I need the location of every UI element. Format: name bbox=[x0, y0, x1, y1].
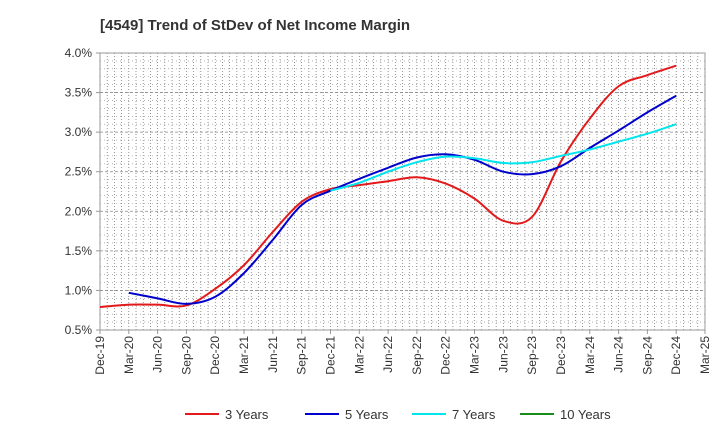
legend-label-3-years: 3 Years bbox=[225, 407, 269, 422]
x-tick-label: Sep-24 bbox=[640, 336, 654, 375]
x-tick-label: Mar-25 bbox=[698, 336, 712, 374]
x-tick-label: Mar-20 bbox=[122, 336, 136, 374]
legend-label-5-years: 5 Years bbox=[345, 407, 389, 422]
y-tick-label: 2.0% bbox=[65, 204, 93, 218]
y-tick-label: 1.5% bbox=[65, 244, 93, 258]
y-tick-label: 0.5% bbox=[65, 323, 93, 337]
legend-label-7-years: 7 Years bbox=[452, 407, 496, 422]
x-tick-label: Jun-24 bbox=[612, 336, 626, 373]
x-tick-label: Sep-22 bbox=[410, 336, 424, 375]
x-tick-label: Mar-21 bbox=[237, 336, 251, 374]
y-tick-label: 3.5% bbox=[65, 86, 93, 100]
x-tick-label: Jun-20 bbox=[151, 336, 165, 373]
x-tick-label: Dec-19 bbox=[93, 336, 107, 375]
x-tick-label: Mar-22 bbox=[352, 336, 366, 374]
x-tick-label: Dec-24 bbox=[669, 336, 683, 375]
x-tick-label: Sep-21 bbox=[295, 336, 309, 375]
series-lines bbox=[99, 64, 677, 309]
x-tick-label: Sep-20 bbox=[179, 336, 193, 375]
legend: 3 Years 5 Years 7 Years 10 Years bbox=[185, 407, 611, 422]
series-line-7-years bbox=[330, 123, 677, 192]
x-tick-label: Sep-23 bbox=[525, 336, 539, 375]
y-tick-label: 1.0% bbox=[65, 283, 93, 297]
y-axis-ticks: 0.5% 1.0% 1.5% 2.0% 2.5% 3.0% 3.5% 4.0% bbox=[65, 46, 100, 337]
chart-title: [4549] Trend of StDev of Net Income Marg… bbox=[100, 17, 410, 34]
y-tick-label: 2.5% bbox=[65, 165, 93, 179]
x-tick-label: Mar-24 bbox=[583, 336, 597, 374]
x-tick-label: Jun-23 bbox=[496, 336, 510, 373]
grid bbox=[100, 53, 705, 330]
x-tick-label: Mar-23 bbox=[468, 336, 482, 374]
x-tick-label: Jun-22 bbox=[381, 336, 395, 373]
x-tick-label: Dec-21 bbox=[323, 336, 337, 375]
x-tick-label: Dec-23 bbox=[554, 336, 568, 375]
series-line-3-years bbox=[99, 64, 677, 309]
plot-area-frame bbox=[99, 52, 706, 331]
x-tick-label: Dec-20 bbox=[208, 336, 222, 375]
x-axis-ticks: Dec-19 Mar-20 Jun-20 Sep-20 Dec-20 Mar-21 Jun-… bbox=[93, 330, 712, 375]
x-tick-label: Jun-21 bbox=[266, 336, 280, 373]
x-tick-label: Dec-22 bbox=[439, 336, 453, 375]
y-tick-label: 3.0% bbox=[65, 125, 93, 139]
y-tick-label: 4.0% bbox=[65, 46, 93, 60]
legend-label-10-years: 10 Years bbox=[560, 407, 611, 422]
